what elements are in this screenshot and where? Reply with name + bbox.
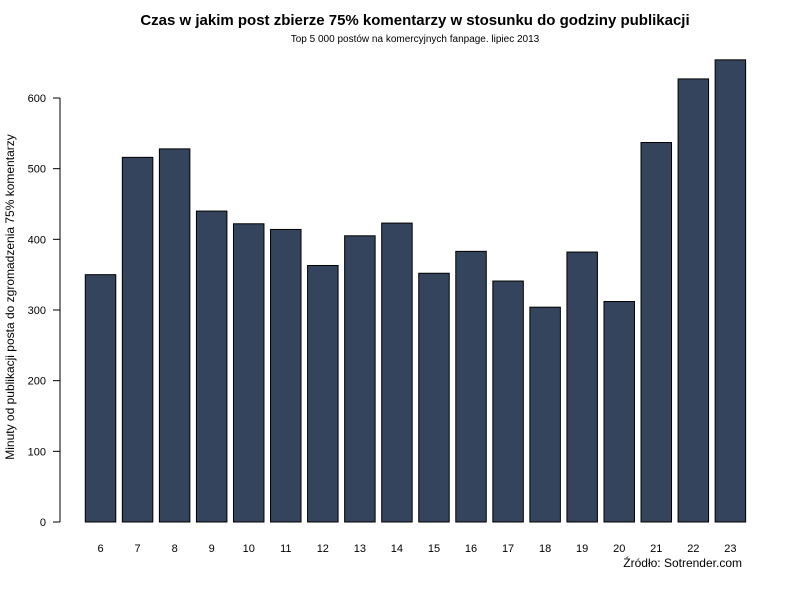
bar-hour-9 xyxy=(195,210,228,523)
bar-hour-23 xyxy=(714,59,747,523)
x-tick-label: 13 xyxy=(354,543,366,555)
bar-hour-14 xyxy=(381,222,413,523)
x-tick-label: 18 xyxy=(539,543,551,555)
y-tick-label: 300 xyxy=(28,305,46,317)
bar-hour-10 xyxy=(232,223,265,523)
bar-hour-16 xyxy=(455,250,487,523)
x-tick-label: 11 xyxy=(280,543,291,555)
source-credit: Źródło: Sotrender.com xyxy=(623,556,742,570)
y-tick-label: 600 xyxy=(28,93,46,105)
bar-hour-17 xyxy=(492,280,524,523)
bar-hour-11 xyxy=(270,228,302,523)
bar-hour-19 xyxy=(566,251,598,523)
y-tick-label: 200 xyxy=(28,376,46,388)
x-tick-label: 16 xyxy=(465,543,477,555)
bar-hour-8 xyxy=(158,148,191,523)
bar-hour-12 xyxy=(307,264,339,523)
x-tick-label: 19 xyxy=(576,543,588,555)
bar-hour-18 xyxy=(529,306,561,523)
bar-hour-13 xyxy=(344,235,376,523)
x-tick-label: 23 xyxy=(724,543,736,555)
chart-subtitle: Top 5 000 postów na komercyjnych fanpage… xyxy=(290,34,540,45)
y-tick-label: 100 xyxy=(28,446,46,458)
x-axis-labels: 6 7 8 9 10 11 12 13 14 15 16 17 18 19 20 21 22 23 xyxy=(97,543,736,555)
x-tick-label: 12 xyxy=(317,543,329,555)
x-tick-label: 9 xyxy=(209,543,215,555)
x-tick-label: 21 xyxy=(650,543,662,555)
x-tick-label: 14 xyxy=(391,543,403,555)
bar-hour-6 xyxy=(84,274,117,523)
chart-title: Czas w jakim post zbierze 75% komentarzy… xyxy=(140,12,690,29)
x-tick-label: 6 xyxy=(97,543,103,555)
y-tick-label: 0 xyxy=(40,517,46,529)
x-tick-label: 17 xyxy=(502,543,514,555)
bar-hour-20 xyxy=(603,301,635,523)
bar-hour-7 xyxy=(121,156,154,523)
x-tick-label: 15 xyxy=(428,543,440,555)
y-tick-label: 500 xyxy=(28,164,46,176)
x-tick-label: 22 xyxy=(687,543,699,555)
x-tick-label: 20 xyxy=(613,543,625,555)
x-tick-label: 8 xyxy=(172,543,178,555)
bars-group xyxy=(84,59,747,523)
y-axis: 0 100 200 300 400 500 600 xyxy=(28,93,61,529)
x-tick-label: 10 xyxy=(243,543,255,555)
bar-hour-22 xyxy=(677,78,710,523)
x-tick-label: 7 xyxy=(135,543,141,555)
y-tick-label: 400 xyxy=(28,234,46,246)
bar-hour-15 xyxy=(418,272,450,523)
bar-hour-21 xyxy=(640,142,673,523)
